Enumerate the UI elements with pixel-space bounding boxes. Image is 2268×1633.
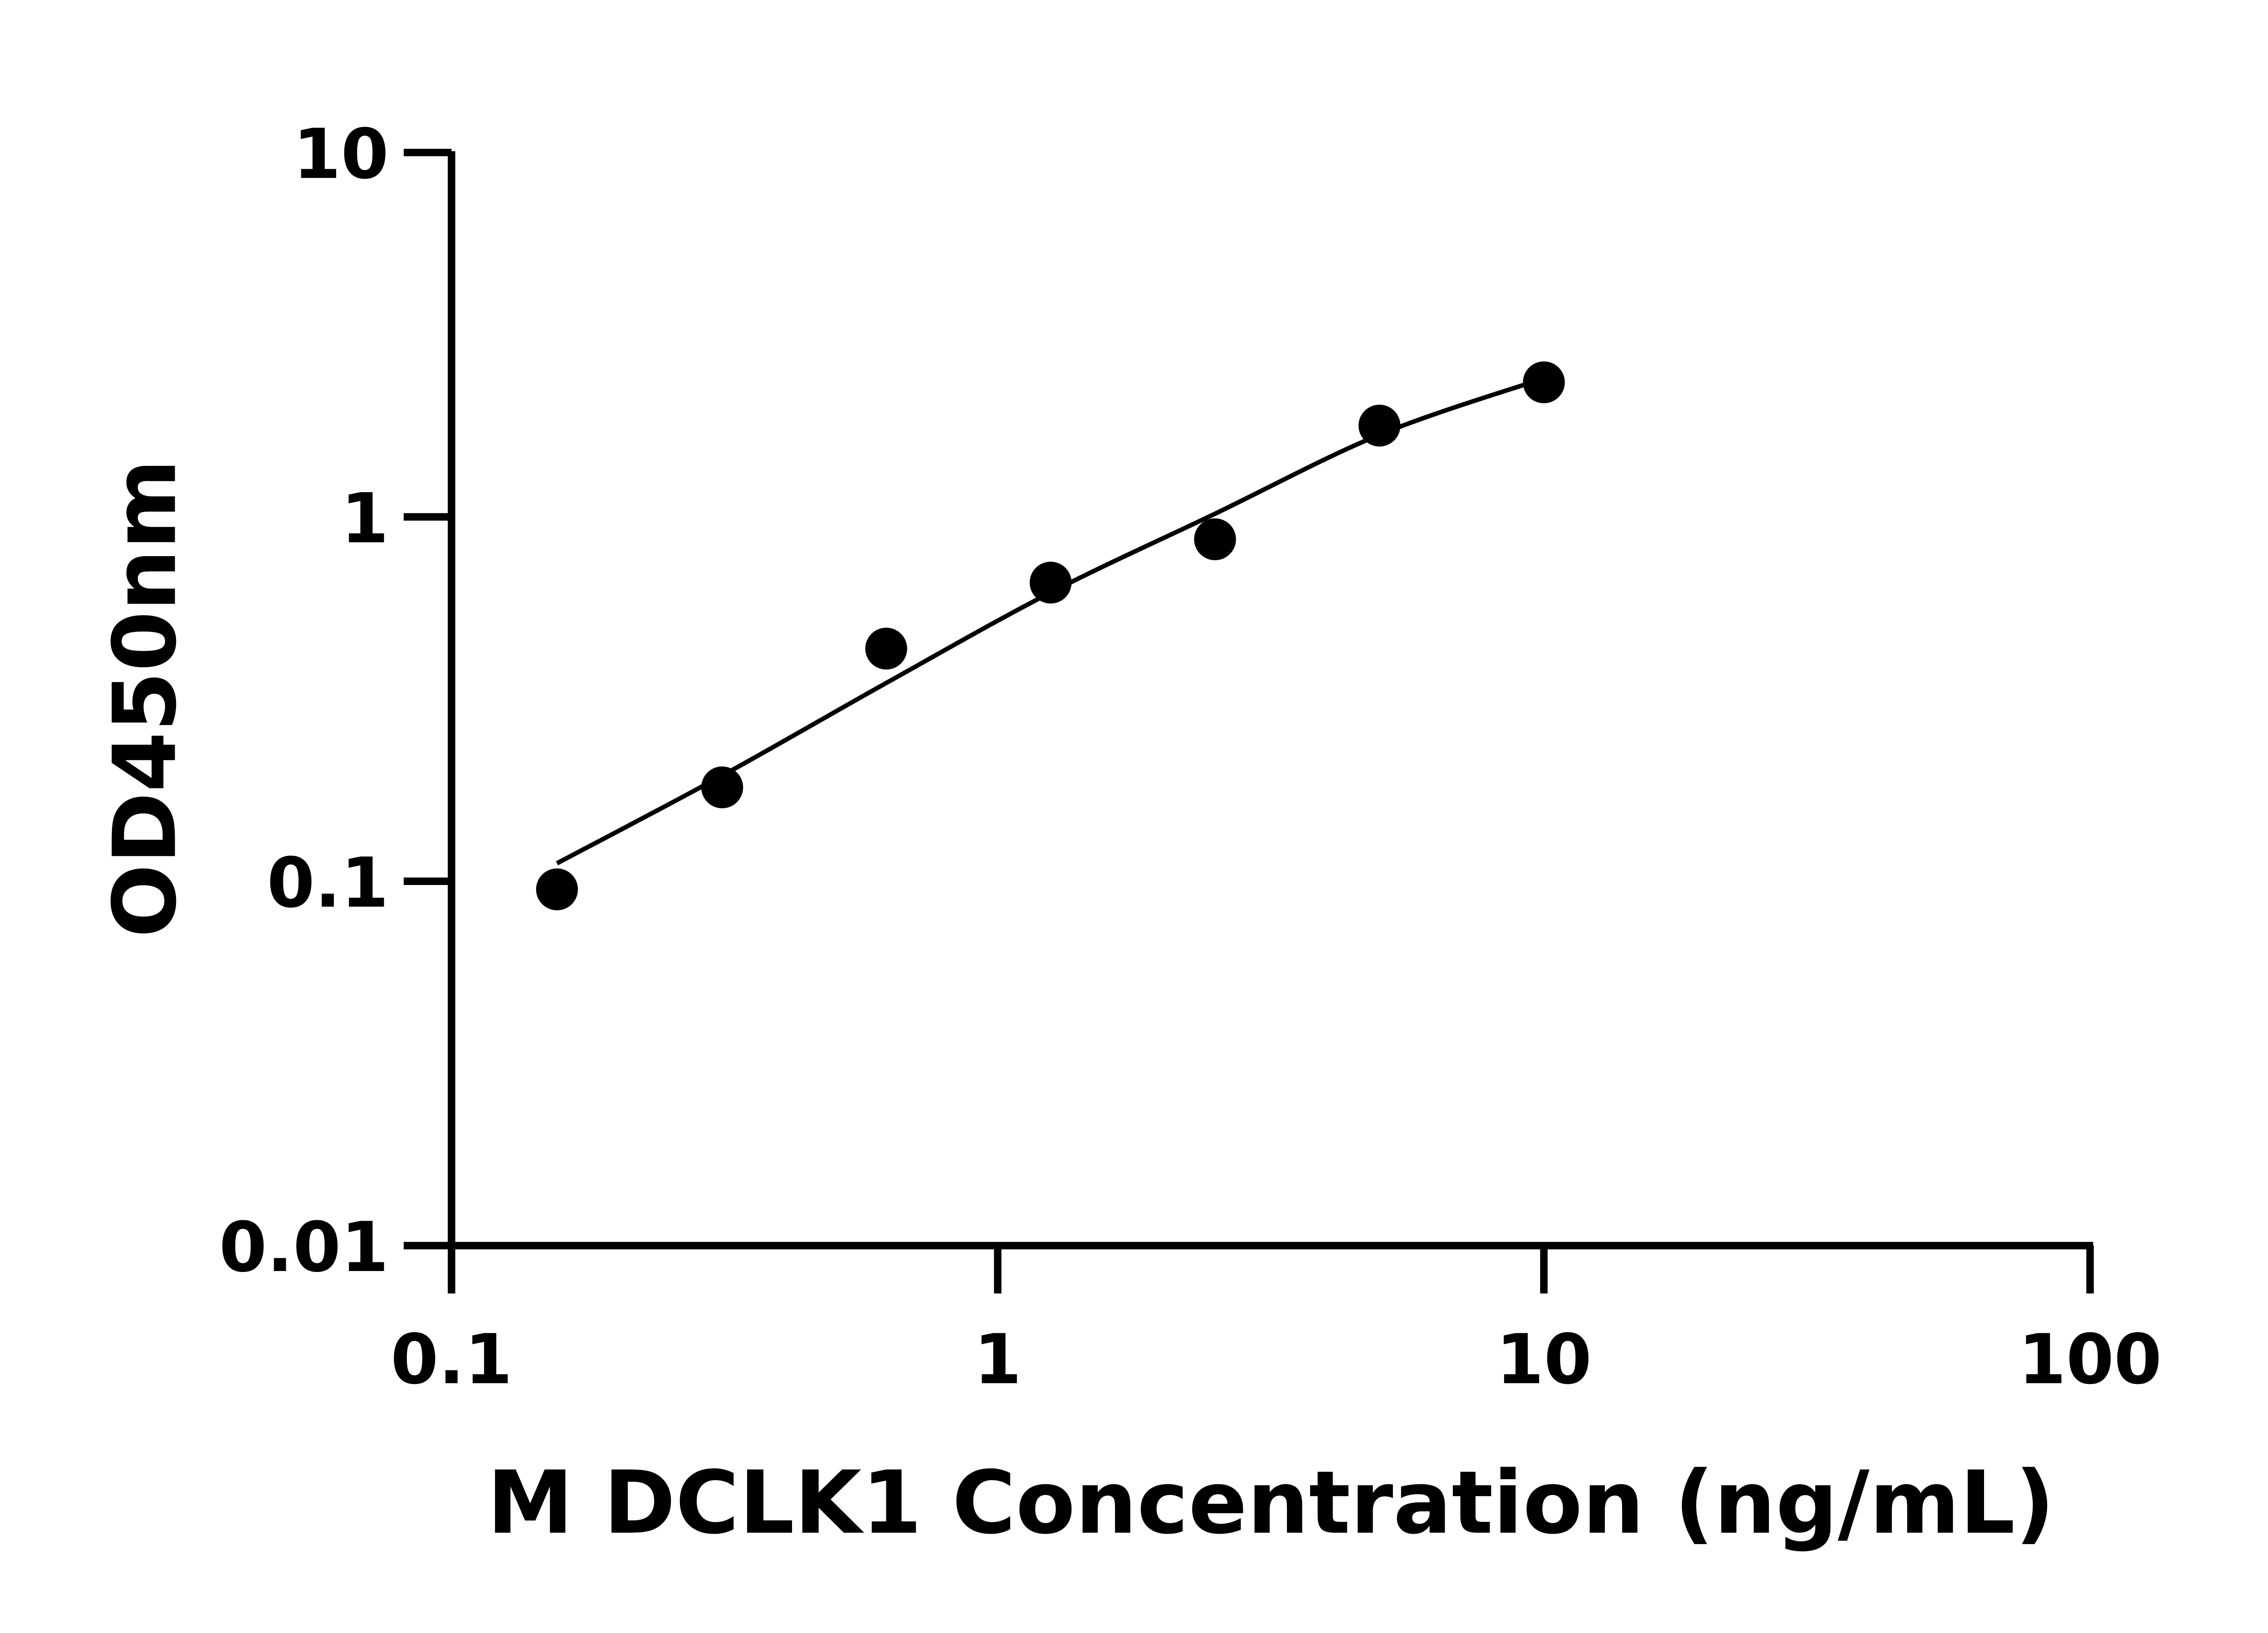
data-point	[1030, 562, 1072, 604]
x-tick-label: 10	[1496, 1319, 1592, 1399]
axes	[448, 151, 2093, 1250]
x-tick-label: 0.1	[391, 1319, 513, 1399]
data-point	[701, 766, 743, 808]
y-tick-label: 10	[293, 114, 389, 194]
x-tick-label: 1	[974, 1319, 1022, 1399]
data-point	[1194, 518, 1236, 560]
y-tick-label: 0.01	[219, 1207, 389, 1287]
data-point	[536, 868, 578, 910]
data-point	[1358, 405, 1401, 447]
data-point	[1523, 361, 1565, 404]
y-axis-label: OD450nm	[95, 459, 196, 938]
data-point	[865, 627, 907, 670]
y-tick-label: 1	[341, 478, 389, 558]
y-tick-label: 0.1	[267, 843, 389, 923]
x-axis-label: M DCLK1 Concentration (ng/mL)	[487, 1453, 2055, 1554]
x-tick-label: 100	[2018, 1319, 2161, 1399]
